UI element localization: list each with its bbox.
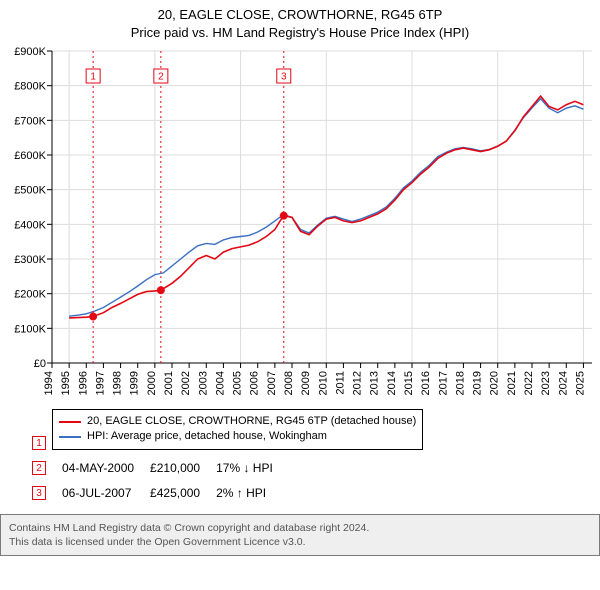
legend-label: HPI: Average price, detached house, Woki… [87, 429, 327, 444]
attribution-footer: Contains HM Land Registry data © Crown c… [0, 514, 600, 556]
event-marker: 1 [32, 436, 46, 450]
svg-text:2001: 2001 [163, 371, 175, 395]
svg-text:2007: 2007 [266, 371, 278, 395]
svg-text:2008: 2008 [283, 371, 295, 395]
event-delta: 17% ↓ HPI [216, 456, 287, 479]
svg-text:1999: 1999 [129, 371, 141, 395]
svg-text:£300K: £300K [14, 254, 46, 266]
svg-text:2005: 2005 [232, 371, 244, 395]
svg-text:£400K: £400K [14, 219, 46, 231]
svg-text:2015: 2015 [403, 371, 415, 395]
svg-text:2014: 2014 [386, 371, 398, 395]
svg-text:2025: 2025 [574, 371, 586, 395]
svg-text:2019: 2019 [472, 371, 484, 395]
svg-text:1995: 1995 [60, 371, 72, 395]
event-marker: 2 [32, 461, 46, 475]
svg-text:2: 2 [158, 72, 164, 83]
footer-line-2: This data is licensed under the Open Gov… [9, 535, 591, 549]
svg-text:1996: 1996 [77, 371, 89, 395]
svg-text:£900K: £900K [14, 46, 46, 58]
svg-text:2000: 2000 [146, 371, 158, 395]
svg-text:2020: 2020 [489, 371, 501, 395]
svg-text:1994: 1994 [43, 371, 55, 395]
svg-text:2003: 2003 [197, 371, 209, 395]
svg-text:2006: 2006 [249, 371, 261, 395]
event-price: £425,000 [150, 481, 214, 504]
footer-line-1: Contains HM Land Registry data © Crown c… [9, 521, 591, 535]
svg-text:£100K: £100K [14, 323, 46, 335]
svg-text:2016: 2016 [420, 371, 432, 395]
event-date: 06-JUL-2007 [62, 481, 148, 504]
svg-text:2013: 2013 [369, 371, 381, 395]
svg-text:1: 1 [90, 72, 96, 83]
svg-text:2022: 2022 [523, 371, 535, 395]
svg-text:2009: 2009 [300, 371, 312, 395]
event-row: 2 04-MAY-2000£210,00017% ↓ HPI [32, 456, 287, 479]
svg-text:2011: 2011 [334, 371, 346, 395]
event-date: 04-MAY-2000 [62, 456, 148, 479]
event-row: 3 06-JUL-2007£425,0002% ↑ HPI [32, 481, 287, 504]
chart-title-block: 20, EAGLE CLOSE, CROWTHORNE, RG45 6TP Pr… [0, 0, 600, 43]
svg-text:2018: 2018 [454, 371, 466, 395]
legend-label: 20, EAGLE CLOSE, CROWTHORNE, RG45 6TP (d… [87, 414, 416, 429]
legend-item: HPI: Average price, detached house, Woki… [59, 429, 416, 444]
svg-text:2010: 2010 [317, 371, 329, 395]
svg-text:3: 3 [281, 72, 287, 83]
chart-container: £0 £100K £200K £300K £400K £500K £600K £700K £80… [0, 43, 600, 423]
legend-swatch [59, 436, 81, 438]
svg-text:2004: 2004 [214, 371, 226, 395]
event-marker: 3 [32, 486, 46, 500]
svg-text:£200K: £200K [14, 289, 46, 301]
svg-text:£600K: £600K [14, 150, 46, 162]
line-chart: £0 £100K £200K £300K £400K £500K £600K £700K £80… [0, 43, 600, 423]
svg-text:1998: 1998 [112, 371, 124, 395]
event-delta: 2% ↑ HPI [216, 481, 287, 504]
title-line-1: 20, EAGLE CLOSE, CROWTHORNE, RG45 6TP [0, 6, 600, 24]
legend: 20, EAGLE CLOSE, CROWTHORNE, RG45 6TP (d… [52, 409, 423, 450]
legend-swatch [59, 421, 81, 423]
event-price: £210,000 [150, 456, 214, 479]
svg-text:2023: 2023 [540, 371, 552, 395]
svg-text:£0: £0 [34, 358, 46, 370]
svg-text:£500K: £500K [14, 185, 46, 197]
svg-text:2002: 2002 [180, 371, 192, 395]
svg-text:2024: 2024 [557, 371, 569, 395]
svg-text:£700K: £700K [14, 115, 46, 127]
title-line-2: Price paid vs. HM Land Registry's House … [0, 24, 600, 42]
svg-text:1997: 1997 [94, 371, 106, 395]
svg-text:2021: 2021 [506, 371, 518, 395]
svg-text:2012: 2012 [352, 371, 364, 395]
svg-text:£800K: £800K [14, 81, 46, 93]
legend-item: 20, EAGLE CLOSE, CROWTHORNE, RG45 6TP (d… [59, 414, 416, 429]
svg-text:2017: 2017 [437, 371, 449, 395]
